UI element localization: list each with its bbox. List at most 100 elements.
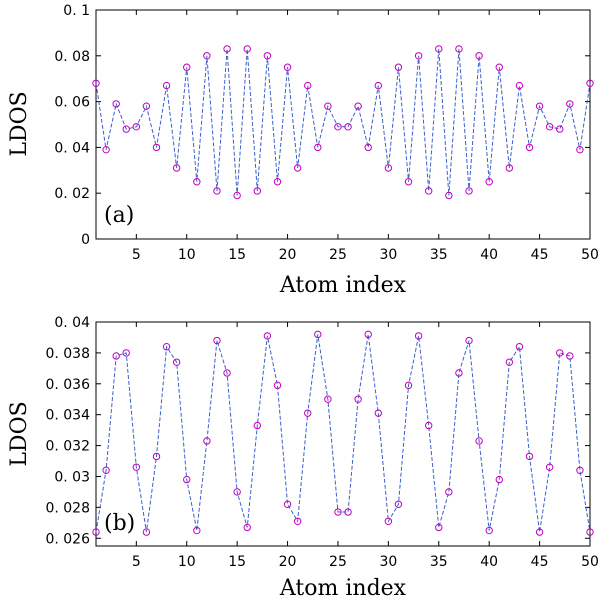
panel-b-x-tick-label: 5: [132, 554, 141, 570]
panel-b-data-point: [243, 523, 251, 532]
panel-b-x-tick-label: 25: [329, 554, 347, 570]
panel-b-points: [92, 330, 594, 536]
panel-a: 0 0. 02 0. 04 0. 06 0. 08 0. 1 5 10 15 20 25 30 35 4…: [7, 3, 599, 298]
panel-a-data-point: [152, 143, 161, 152]
panel-b-data-point: [183, 475, 191, 484]
panel-b-x-tick-label: 10: [178, 554, 196, 570]
panel-b-y-ticks: 0. 026 0. 028 0. 03 0. 032 0. 034 0. 036 0. 03…: [45, 315, 590, 547]
panel-a-data-point: [293, 164, 302, 172]
panel-a-data-point: [394, 63, 403, 71]
panel-a-y-ticks: 0 0. 02 0. 04 0. 06 0. 08 0. 1: [54, 3, 590, 248]
panel-a-data-point: [495, 63, 503, 71]
panel-a-data-point: [445, 191, 453, 200]
panel-b-data-point: [525, 452, 534, 461]
panel-b-data-point: [465, 336, 473, 345]
panel-a-data-point: [223, 45, 231, 53]
panel-b-data-point: [364, 330, 372, 339]
panel-a-x-ticks: 5 10 15 20 25 30 35 40 45 50: [132, 10, 599, 263]
panel-a-data-point: [243, 45, 251, 53]
panel-a-data-point: [314, 143, 322, 152]
panel-b-x-tick-label: 45: [531, 554, 549, 570]
panel-a-data-point: [414, 52, 423, 60]
panel-b-plot-frame: [95, 321, 591, 547]
panel-a-data-point: [515, 81, 524, 90]
panel-a-data-point: [374, 81, 382, 90]
panel-b-data-point: [445, 488, 453, 496]
panel-b-x-tick-label: 30: [379, 554, 397, 570]
panel-a-data-point: [465, 187, 473, 195]
panel-b-data-point: [263, 332, 272, 340]
panel-a-x-tick-label: 50: [581, 247, 599, 263]
panel-b-data-point: [334, 508, 342, 516]
panel-b-x-tick-label: 35: [430, 554, 448, 570]
panel-a-x-tick-label: 15: [228, 247, 246, 263]
panel-a-data-point: [183, 63, 191, 71]
panel-b-data-point: [293, 517, 302, 525]
panel-a-x-tick-label: 35: [430, 247, 448, 263]
panel-b-y-tick-label: 0. 038: [45, 346, 90, 362]
panel-a-data-point: [475, 52, 483, 60]
panel-a-x-tick-label: 25: [329, 247, 347, 263]
panel-a-data-point: [253, 187, 262, 195]
panel-b-y-tick-label: 0. 028: [45, 500, 90, 516]
panel-a-data-point: [525, 143, 534, 152]
panel-a-data-point: [203, 52, 211, 60]
panel-a-y-tick-label: 0: [81, 232, 90, 248]
panel-a-y-tick-label: 0. 06: [54, 95, 90, 111]
panel-b-data-point: [213, 336, 221, 345]
panel-a-data-point: [556, 125, 564, 133]
panel-a-y-tick-label: 0. 04: [54, 140, 90, 156]
panel-a-y-axis-label: LDOS: [7, 91, 32, 156]
panel-b-data-point: [233, 488, 241, 496]
panel-a-data-point: [324, 102, 332, 110]
panel-a-x-tick-label: 40: [480, 247, 498, 263]
panel-b-data-point: [505, 358, 514, 366]
panel-b-y-tick-label: 0. 04: [54, 315, 90, 331]
panel-a-data-point: [424, 187, 433, 195]
panel-b-data-point: [354, 395, 362, 403]
panel-b-data-point: [324, 395, 332, 403]
panel-a-data-point: [132, 123, 141, 131]
panel-b-data-point: [344, 508, 352, 516]
panel-b-y-tick-label: 0. 036: [45, 377, 90, 393]
panel-b-x-axis-label: Atom index: [279, 576, 407, 601]
panel-b-data-point: [535, 528, 544, 536]
panel-b-data-point: [314, 330, 322, 339]
panel-a-label: (a): [104, 203, 134, 228]
panel-b-data-point: [304, 409, 312, 417]
panel-b-data-point: [132, 463, 141, 471]
panel-b-data-point: [475, 437, 483, 445]
panel-a-y-tick-label: 0. 08: [54, 49, 90, 65]
panel-a-data-point: [485, 178, 493, 186]
panel-a-data-point: [334, 123, 342, 131]
panel-b-x-tick-label: 40: [480, 554, 498, 570]
panel-b-data-point: [576, 466, 584, 475]
panel-a-data-point: [172, 164, 181, 172]
panel-b-data-point: [455, 369, 463, 377]
panel-a-data-point: [193, 178, 201, 186]
panel-b-data-point: [273, 381, 282, 390]
panel-b-data-point: [424, 421, 433, 430]
panel-a-data-point: [213, 187, 221, 195]
panel-a-data-point: [122, 125, 130, 133]
panel-a-data-point: [505, 164, 514, 172]
panel-a-data-point: [384, 164, 393, 172]
panel-a-x-axis-label: Atom index: [279, 273, 407, 298]
panel-b-data-point: [172, 358, 181, 366]
panel-b-data-point: [414, 332, 423, 340]
panel-b-data-point: [142, 528, 151, 536]
panel-a-data-point: [566, 100, 574, 108]
panel-a-data-point: [92, 79, 100, 87]
panel-a-data-point: [273, 178, 282, 186]
panel-b-data-point: [384, 517, 393, 525]
panel-a-x-tick-label: 30: [379, 247, 397, 263]
panel-b-x-tick-label: 50: [581, 554, 599, 570]
panel-a-data-point: [304, 81, 312, 90]
panel-b-x-tick-label: 15: [228, 554, 246, 570]
panel-a-y-tick-label: 0. 1: [63, 3, 90, 19]
panel-b-data-point: [102, 466, 110, 475]
panel-a-data-point: [535, 102, 544, 110]
panel-b-data-point: [545, 463, 554, 471]
panel-b-y-axis-label: LDOS: [7, 401, 32, 466]
